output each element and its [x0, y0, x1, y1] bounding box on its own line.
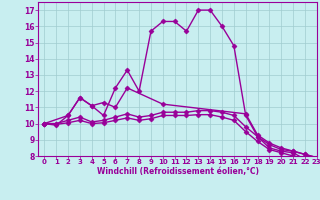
X-axis label: Windchill (Refroidissement éolien,°C): Windchill (Refroidissement éolien,°C)	[97, 167, 259, 176]
